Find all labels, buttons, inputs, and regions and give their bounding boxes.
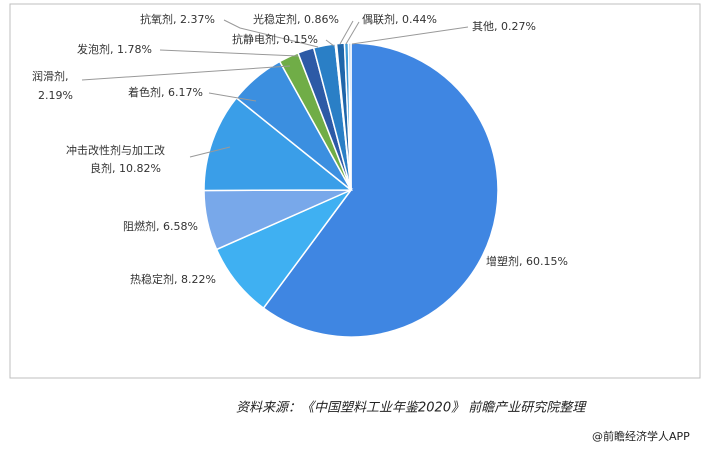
- leader-line: [81, 65, 291, 81]
- slice-label: 阻燃剂, 6.58%: [123, 219, 198, 233]
- credit: @前瞻经济学人APP: [592, 429, 690, 443]
- slice-label: 偶联剂, 0.44%: [362, 12, 437, 26]
- pie-slice: [203, 96, 354, 192]
- pie-slice: [347, 42, 352, 191]
- slice-label: 其他, 0.27%: [472, 20, 536, 33]
- slice-label: 冲击改性剂与加工改: [66, 143, 165, 157]
- slice-label: 增塑剂, 60.15%: [486, 254, 568, 268]
- slice-label: 润滑剂,: [32, 69, 69, 83]
- leader-line: [351, 26, 469, 45]
- slice-label: 光稳定剂, 0.86%: [253, 12, 339, 26]
- leader-line: [189, 146, 231, 158]
- labels: 增塑剂, 60.15% 热稳定剂, 8.22% 阻燃剂, 6.58% 冲击改性剂与加工…: [32, 12, 568, 286]
- leader-line: [159, 49, 299, 57]
- slice-label: 抗静电剂, 0.15%: [232, 32, 318, 46]
- source-note: 资料来源：《中国塑料工业年鉴2020》 前瞻产业研究院整理: [236, 400, 587, 416]
- pie: [203, 42, 499, 338]
- slice-label: 发泡剂, 1.78%: [77, 42, 152, 56]
- slice-label: 着色剂, 6.17%: [128, 85, 203, 99]
- leader-line: [223, 19, 319, 48]
- slice-label: 抗氧剂, 2.37%: [140, 12, 215, 26]
- slice-label: 2.19%: [38, 89, 73, 102]
- leader-line: [208, 92, 257, 102]
- slice-label: 热稳定剂, 8.22%: [130, 272, 216, 286]
- slice-label: 良剂, 10.82%: [90, 161, 161, 175]
- pie-slice: [262, 42, 499, 338]
- leader-line: [339, 20, 354, 45]
- chart-border: [9, 3, 701, 379]
- leader-line: [345, 21, 360, 45]
- leader-line: [325, 39, 335, 47]
